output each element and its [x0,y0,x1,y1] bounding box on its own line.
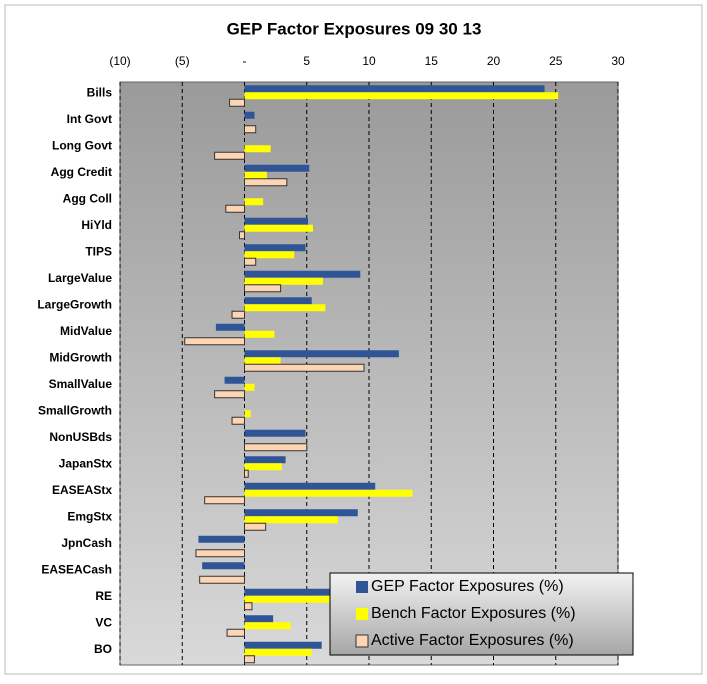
bar [244,171,267,179]
y-tick-label: Long Govt [52,138,112,152]
bar [244,383,255,391]
x-tick-label: (10) [109,54,130,68]
bar [244,516,338,524]
bar [198,535,245,543]
y-tick-label: TIPS [85,244,112,258]
bar [214,390,245,399]
y-tick-label: Int Govt [67,112,112,126]
x-tick-label: - [243,54,247,68]
y-tick-label: EASEAStx [52,483,112,497]
bar [195,549,246,558]
legend-swatch [355,634,369,648]
x-tick-label: 30 [611,54,625,68]
bar [244,85,545,93]
bar [244,456,286,464]
bar [244,489,413,497]
y-tick-label: Bills [87,85,113,99]
y-tick-label: VC [95,615,112,629]
y-tick-label: EASEACash [41,562,112,576]
bar [244,482,376,490]
bar [225,204,245,213]
y-tick-label: MidGrowth [49,350,112,364]
bar [244,655,255,664]
bar [244,648,312,656]
bar [244,595,331,603]
y-tick-label: Agg Coll [63,191,112,205]
bar [244,297,312,305]
bar [199,575,245,584]
bar [244,111,255,119]
y-tick-label: JapanStx [59,456,113,470]
bar [231,310,246,319]
bar [215,323,245,331]
y-tick-label: EmgStx [67,509,112,523]
bar [244,224,313,232]
bar [231,416,246,425]
bar [244,602,253,611]
x-tick-label: 20 [487,54,501,68]
legend-label: Bench Factor Exposures (%) [371,605,576,622]
x-tick-label: 15 [425,54,439,68]
bar [244,469,249,478]
bar [244,410,251,418]
bar [244,350,399,358]
x-tick-label: 5 [303,54,310,68]
bar [244,641,322,649]
bar [226,628,246,637]
bar [244,178,288,187]
bar [229,98,245,107]
bar [224,376,245,384]
legend-box [329,572,634,656]
legend-swatch [356,581,368,593]
bar [214,151,245,160]
bar [244,330,275,338]
bar [244,509,358,517]
bar [244,145,271,153]
bar [244,277,323,285]
bar [244,443,308,452]
y-tick-label: NonUSBds [49,430,112,444]
bar [244,251,295,259]
bar [204,496,246,505]
bar [244,270,361,278]
y-tick-label: SmallGrowth [38,403,112,417]
bar [202,562,245,570]
bar [244,429,306,437]
chart-title: GEP Factor Exposures 09 30 13 [227,19,482,38]
bar [239,231,246,240]
y-tick-label: LargeValue [48,271,112,285]
bar [244,363,365,372]
y-tick-label: Agg Credit [51,165,112,179]
bar [244,357,281,365]
bar [244,615,274,623]
legend-label: Active Factor Exposures (%) [371,632,574,649]
x-tick-label: (5) [175,54,190,68]
bar [244,164,310,172]
bar [244,588,332,596]
bar [244,257,257,266]
y-tick-label: JpnCash [61,536,112,550]
y-tick-label: SmallValue [49,377,113,391]
bar [244,198,264,206]
bar [244,217,308,225]
x-tick-label: 10 [362,54,376,68]
bar [244,622,291,630]
bar [244,92,559,100]
bar [244,463,282,471]
bar [244,304,326,312]
bar [244,522,267,531]
y-tick-label: RE [95,589,112,603]
bar [244,125,257,134]
y-tick-label: BO [94,642,112,656]
y-tick-label: LargeGrowth [37,297,112,311]
legend-label: GEP Factor Exposures (%) [371,578,564,595]
bar [184,337,246,346]
legend-swatch [356,608,368,620]
bar [244,244,306,252]
y-tick-label: HiYld [81,218,112,232]
x-tick-label: 25 [549,54,563,68]
bar [244,284,282,293]
y-tick-label: MidValue [60,324,112,338]
